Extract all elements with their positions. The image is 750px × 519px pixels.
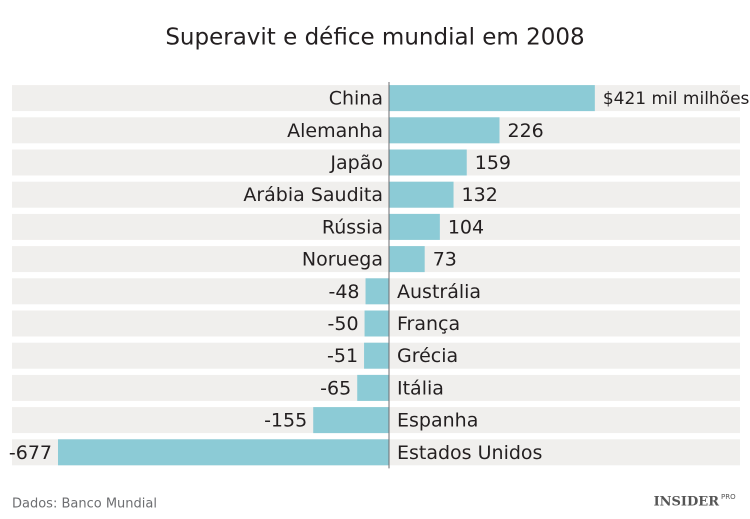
- value-label: -51: [327, 345, 358, 367]
- row-stripe: [12, 246, 740, 273]
- bar: [389, 181, 454, 208]
- category-label: Noruega: [302, 249, 383, 271]
- row-stripe: [12, 149, 740, 176]
- bar: [313, 407, 389, 434]
- value-label: -50: [328, 313, 359, 335]
- value-label: -65: [320, 377, 351, 399]
- row-stripe: [12, 85, 740, 112]
- bar: [389, 117, 500, 144]
- category-label: Grécia: [397, 345, 458, 367]
- value-label: 104: [448, 216, 484, 238]
- category-label: Austrália: [397, 281, 481, 303]
- value-label: $421 mil milhões: [603, 89, 750, 109]
- category-label: Rússia: [322, 216, 383, 238]
- value-label: 226: [507, 120, 543, 142]
- bar: [58, 439, 389, 466]
- value-label: 132: [462, 184, 498, 206]
- category-label: Alemanha: [287, 120, 383, 142]
- value-label: 73: [433, 249, 457, 271]
- category-label: Japão: [329, 152, 383, 174]
- category-label: Itália: [397, 377, 444, 399]
- bar: [389, 85, 595, 112]
- category-label: Arábia Saudita: [243, 184, 383, 206]
- row-stripe: [12, 181, 740, 208]
- value-label: -677: [9, 442, 52, 464]
- bar: [357, 374, 389, 401]
- bar: [389, 246, 425, 273]
- logo-sup: PRO: [721, 493, 736, 501]
- category-label: Espanha: [397, 410, 478, 432]
- category-label: França: [397, 313, 460, 335]
- logo: INSIDER: [654, 495, 720, 510]
- bar: [365, 278, 389, 305]
- category-label: Estados Unidos: [397, 442, 542, 464]
- value-label: 159: [475, 152, 511, 174]
- row-stripe: [12, 117, 740, 144]
- value-label: -155: [264, 410, 307, 432]
- bar: [364, 310, 389, 337]
- category-label: China: [329, 88, 383, 110]
- bar: [389, 149, 467, 176]
- row-stripe: [12, 213, 740, 240]
- chart-title: Superavit e défice mundial em 2008: [165, 25, 584, 51]
- source-note: Dados: Banco Mundial: [12, 497, 157, 512]
- bar: [389, 213, 440, 240]
- bar: [364, 342, 389, 369]
- value-label: -48: [328, 281, 359, 303]
